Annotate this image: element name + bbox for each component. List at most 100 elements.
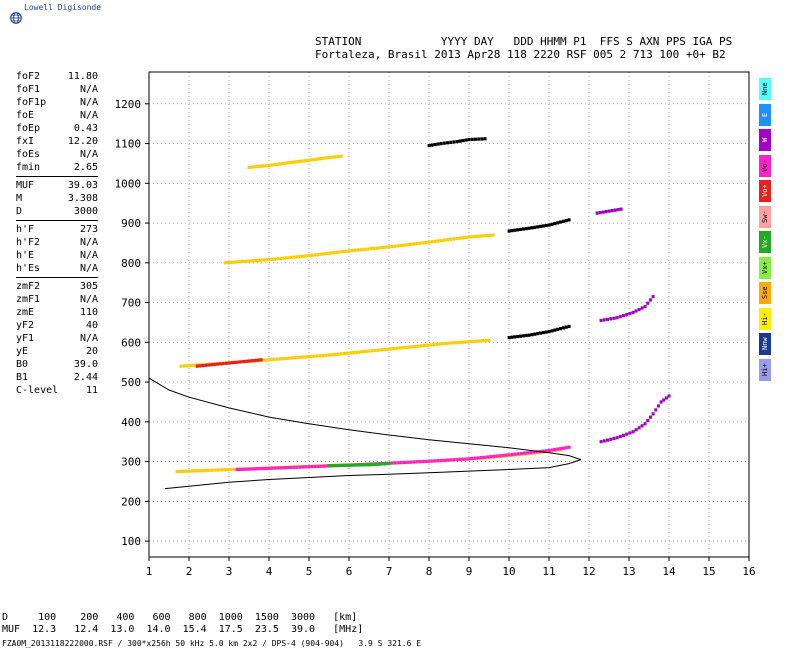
legend-label: Nnw (761, 337, 769, 351)
echo-point (353, 248, 357, 252)
echo-point (459, 457, 463, 462)
param-label: yE (16, 346, 29, 357)
param-value: 11.80 (67, 71, 98, 82)
echo-point (561, 326, 565, 330)
echo-point (296, 355, 300, 360)
echo-point (235, 260, 239, 264)
param-label: foF2 (16, 71, 41, 82)
echo-point (418, 460, 422, 464)
echo-point (634, 428, 638, 432)
echo-point (452, 458, 456, 462)
echo-point (256, 358, 260, 362)
param-value: N/A (79, 294, 98, 305)
echo-point (502, 454, 506, 458)
echo-point (372, 246, 376, 251)
echo-point (299, 355, 303, 359)
echo-point (250, 259, 253, 263)
header-labels: STATION YYYY DAY DDD HHMM P1 FFS S AXN P… (315, 35, 733, 48)
echo-point (407, 345, 411, 349)
echo-point (430, 143, 434, 147)
echo-point (216, 468, 220, 472)
echo-point (256, 164, 260, 169)
echo-point (310, 253, 314, 257)
echo-point (622, 433, 625, 437)
x-tick-label: 3 (226, 565, 233, 578)
echo-point (375, 246, 379, 250)
echo-point (406, 460, 410, 464)
param-label: yF1 (16, 333, 35, 344)
echo-point (567, 218, 571, 222)
echo-point (301, 254, 305, 258)
echo-point (535, 450, 539, 454)
echo-point (379, 348, 383, 352)
echo-point (444, 341, 448, 346)
echo-point (616, 208, 620, 212)
echo-point (247, 467, 251, 471)
param-value: 2.44 (73, 372, 98, 383)
echo-point (619, 207, 623, 211)
x-tick-label: 10 (502, 565, 515, 578)
echo-point (446, 238, 450, 242)
x-tick-label: 9 (466, 565, 473, 578)
echo-point (634, 309, 638, 313)
echo-point (421, 241, 425, 245)
echo-point (509, 453, 513, 458)
param-group: zmF2 305 zmF1 N/A zmE 110 yF2 40 yF1 N/A yE 20 B0 39.… (16, 280, 98, 399)
echo-point (367, 463, 371, 467)
echo-point (318, 354, 322, 358)
echo-point (406, 243, 410, 247)
echo-point (427, 143, 431, 148)
echo-point (198, 469, 202, 473)
echo-point (609, 317, 613, 321)
echo-point (458, 139, 462, 143)
echo-point (262, 358, 266, 362)
echo-point (544, 330, 548, 334)
echo-point (479, 234, 483, 238)
echo-point (640, 306, 644, 310)
param-label: zmF1 (16, 294, 41, 305)
echo-point (261, 258, 265, 262)
echo-point (553, 221, 557, 226)
echo-point (350, 248, 354, 253)
legend-label: Vo+ (761, 184, 769, 198)
echo-point (455, 236, 459, 241)
legend-label: Nne (761, 82, 769, 96)
echo-point (564, 446, 568, 450)
echo-point (324, 464, 328, 468)
echo-point (487, 456, 491, 460)
echo-point (556, 447, 560, 451)
echo-point (301, 465, 305, 469)
echo-point (258, 258, 262, 262)
echo-point (628, 431, 632, 435)
echo-point (466, 340, 470, 344)
echo-point (192, 363, 196, 367)
y-tick-label: 300 (121, 456, 141, 469)
echo-point (615, 316, 619, 320)
echo-point (307, 254, 311, 258)
param-row: h'E N/A (16, 249, 98, 262)
echo-point (518, 452, 522, 457)
echo-point (410, 345, 414, 349)
echo-point (349, 351, 353, 355)
echo-point (247, 359, 251, 363)
echo-point (539, 331, 543, 335)
echo-point (242, 359, 246, 364)
echo-point (479, 455, 483, 460)
echo-point (315, 354, 319, 358)
echo-point (316, 252, 320, 257)
echo-point (336, 154, 340, 159)
y-tick-label: 1200 (115, 98, 142, 111)
echo-point (270, 163, 274, 167)
echo-point (478, 456, 482, 460)
echo-point (347, 463, 351, 467)
echo-point (516, 452, 520, 456)
echo-point (215, 362, 219, 366)
param-group: foF2 11.80 foF1 N/A foF1p N/A foE N/A foEp 0.43 fx… (16, 70, 98, 177)
echo-point (270, 257, 274, 261)
echo-point (253, 358, 257, 362)
echo-point (472, 339, 476, 344)
echo-point (269, 466, 273, 470)
x-tick-label: 2 (186, 565, 193, 578)
echo-point (481, 339, 485, 343)
echo-point (238, 467, 242, 472)
